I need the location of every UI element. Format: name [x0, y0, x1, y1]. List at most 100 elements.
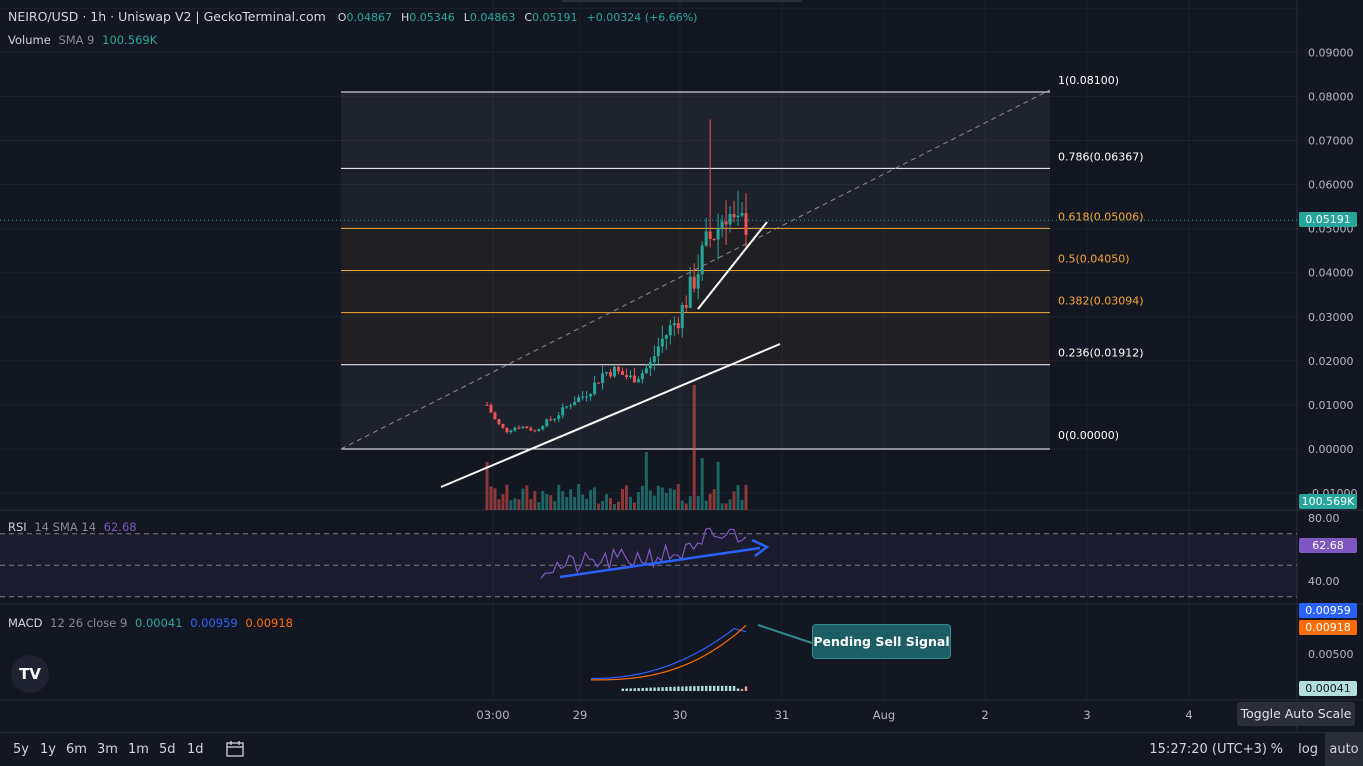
volume-legend[interactable]: Volume SMA 9 100.569K	[8, 33, 157, 47]
volume-bar	[640, 485, 644, 510]
macd-histogram-bar	[677, 686, 680, 691]
volume-bar	[593, 487, 597, 510]
candle-body	[597, 382, 601, 384]
macd-params: 12 26 close 9	[50, 616, 128, 630]
macd-hist-value: 0.00041	[134, 616, 183, 630]
price-axis-tick: 0.06000	[1308, 179, 1354, 192]
fib-level-label: 0.5(0.04050)	[1058, 253, 1130, 266]
volume-bar	[501, 494, 505, 510]
candle-body	[628, 375, 632, 378]
volume-bar	[656, 485, 660, 510]
volume-bar	[660, 487, 664, 510]
log-scale-button[interactable]: log	[1298, 742, 1318, 757]
candle-body	[605, 372, 609, 374]
macd-histogram-bar	[637, 688, 640, 691]
volume-bar	[696, 496, 700, 510]
volume-bar	[672, 489, 676, 510]
volume-bar	[601, 501, 605, 510]
macd-histogram-bar	[661, 687, 664, 691]
price-axis-tick: 0.01000	[1308, 399, 1354, 412]
macd-signal-line	[591, 624, 747, 681]
volume-bar	[505, 484, 509, 510]
candle-body	[676, 323, 680, 329]
range-5y-button[interactable]: 5y	[13, 742, 29, 757]
time-axis-tick: 29	[573, 708, 588, 722]
volume-bar	[541, 491, 545, 510]
symbol-title[interactable]: NEIRO/USD · 1h · Uniswap V2 | GeckoTermi…	[8, 9, 326, 24]
candle-body	[736, 215, 740, 218]
volume-bar	[509, 500, 513, 510]
tradingview-logo[interactable]: TV	[11, 655, 49, 693]
volume-bar	[716, 462, 720, 510]
candle-body	[521, 426, 525, 429]
rsi-legend[interactable]: RSI 14 SMA 14 62.68	[8, 520, 137, 534]
macd-histogram-bar	[689, 686, 692, 691]
high-key: H	[400, 11, 410, 24]
macd-histogram-bar	[697, 686, 700, 691]
range-6m-button[interactable]: 6m	[66, 742, 87, 757]
macd-legend[interactable]: MACD 12 26 close 9 0.00041 0.00959 0.009…	[8, 616, 293, 630]
candle-body	[561, 407, 565, 416]
range-1y-button[interactable]: 1y	[40, 742, 56, 757]
volume-bar	[680, 500, 684, 510]
low-value: 0.04863	[469, 11, 516, 24]
candle-body	[644, 368, 648, 374]
candle-body	[577, 397, 581, 402]
candle-body	[664, 335, 668, 339]
volume-bar	[648, 490, 652, 510]
macd-histogram-bar	[716, 685, 720, 691]
range-3m-button[interactable]: 3m	[97, 742, 118, 757]
macd-histogram-bar	[736, 688, 740, 691]
price-axis-tick: 0.03000	[1308, 311, 1354, 324]
pending-sell-signal-callout[interactable]: Pending Sell Signal	[812, 624, 951, 659]
candle-body	[501, 424, 505, 428]
volume-bar	[688, 496, 692, 510]
auto-scale-button[interactable]: auto	[1325, 733, 1363, 766]
price-axis-tick: 0.00000	[1308, 443, 1354, 456]
candle-body	[680, 304, 684, 329]
calendar-icon[interactable]	[225, 740, 245, 758]
volume-bar	[616, 501, 620, 510]
clock-timezone[interactable]: 15:27:20 (UTC+3)	[1149, 742, 1267, 757]
candle-body	[485, 404, 489, 406]
volume-bar	[700, 458, 704, 510]
range-5d-button[interactable]: 5d	[159, 742, 176, 757]
volume-bar	[597, 503, 601, 510]
volume-bar	[712, 489, 716, 510]
macd-histogram-bar	[633, 688, 636, 691]
volume-bar	[644, 452, 648, 510]
candle-body	[672, 323, 676, 326]
volume-tag: 100.569K	[1299, 494, 1357, 509]
fib-zone	[341, 168, 1050, 229]
volume-bar	[744, 484, 748, 510]
volume-bar	[720, 503, 724, 510]
volume-bar	[525, 485, 529, 510]
volume-bar	[577, 484, 581, 510]
volume-bar	[704, 500, 708, 510]
candle-body	[708, 231, 712, 239]
volume-bar	[573, 496, 577, 510]
macd-histogram-bar	[665, 687, 668, 691]
macd-line-value: 0.00959	[190, 616, 238, 630]
candle-body	[668, 325, 672, 336]
volume-bar	[736, 485, 740, 510]
range-1m-button[interactable]: 1m	[128, 742, 149, 757]
percent-scale-button[interactable]: %	[1270, 742, 1283, 757]
macd-histogram-bar	[732, 686, 736, 691]
volume-bar	[581, 494, 585, 510]
candle-body	[688, 276, 692, 308]
macd-histogram-bar	[653, 687, 656, 691]
candle-body	[620, 371, 624, 375]
macd-tag: 0.00959	[1299, 603, 1357, 618]
fib-trend-line	[340, 89, 1051, 450]
candle-body	[648, 362, 652, 369]
time-axis-tick: 2	[981, 708, 988, 722]
fib-level-label: 0.786(0.06367)	[1058, 150, 1144, 163]
low-key: L	[463, 11, 470, 24]
range-1d-button[interactable]: 1d	[187, 742, 204, 757]
candle-body	[525, 426, 529, 429]
rsi-name: RSI	[8, 520, 27, 534]
rsi-params: 14 SMA 14	[34, 520, 97, 534]
candle-body	[716, 228, 720, 240]
